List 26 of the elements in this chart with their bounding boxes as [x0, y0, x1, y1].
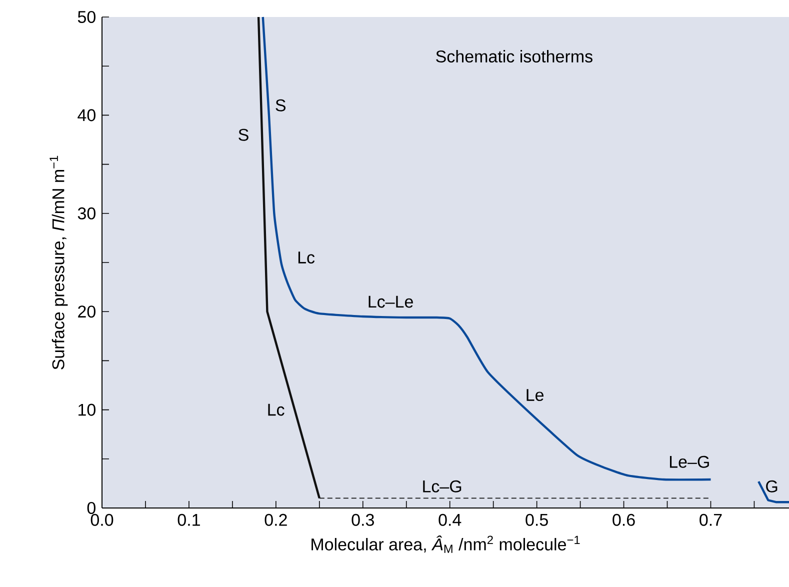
annotation: S [276, 99, 286, 112]
x-tick-label: 0.1 [178, 514, 200, 526]
x-tick-label: 0.5 [526, 514, 548, 526]
x-tick-label: 0.2 [264, 514, 287, 526]
y-tick-label: 30 [78, 207, 96, 220]
x-tick-label: 0.0 [90, 514, 114, 526]
y-tick-label: 50 [78, 10, 96, 24]
y-tick-label: 20 [78, 306, 96, 318]
annotation: Lc [298, 252, 315, 264]
y-tick-label: 10 [78, 404, 96, 416]
annotation: G [766, 480, 778, 492]
annotation: Lc [268, 404, 284, 416]
line-series [262, 16, 712, 481]
x-tick-label: 0.3 [352, 514, 374, 526]
annotation: Le [526, 389, 544, 402]
annotation: Lc–Le [368, 296, 413, 308]
x-tick-label: 0.7 [700, 514, 722, 526]
annotation: S [238, 128, 248, 141]
y-tick-label: 0 [87, 502, 96, 514]
annotation: Le–G [670, 456, 709, 468]
y-tick-label: 40 [78, 109, 96, 122]
annotation: Lc–G [423, 480, 462, 492]
x-tick-label: 0.4 [438, 514, 462, 526]
x-axis-title: Molecular area, Â$_{M}$ /nm$^{2}$ molecule$^{−1}$ [312, 535, 580, 553]
x-tick-label: 0.6 [612, 514, 635, 526]
text: Schematic isotherms [436, 50, 592, 63]
